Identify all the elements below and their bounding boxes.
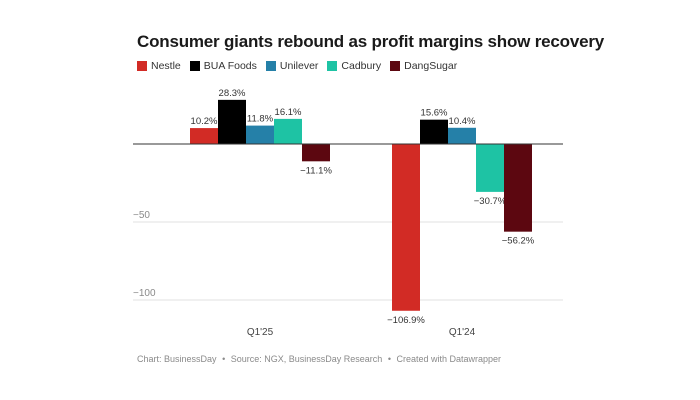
legend-item-nestle: Nestle <box>137 60 181 72</box>
y-tick-label: −50 <box>133 210 150 221</box>
legend-label: Nestle <box>151 60 181 72</box>
legend-label: Unilever <box>279 60 319 72</box>
legend-item-dangsugar: DangSugar <box>390 60 457 72</box>
data-label: −30.7% <box>474 196 507 207</box>
legend-swatch <box>137 61 147 71</box>
y-tick-label: −100 <box>133 288 156 299</box>
data-label: −106.9% <box>387 315 425 326</box>
data-label: 16.1% <box>275 107 302 118</box>
legend-item-bua-foods: BUA Foods <box>189 60 257 72</box>
bar-cadbury <box>274 118 302 144</box>
legend-label: Cadbury <box>341 60 382 72</box>
footer-source: Chart: BusinessDay <box>137 354 217 364</box>
bar-unilever <box>448 127 476 144</box>
data-label: −56.2% <box>502 236 535 247</box>
legend-swatch <box>189 61 200 71</box>
legend-swatch <box>327 61 338 71</box>
chart-footer: Chart: BusinessDay • Source: NGX, Busine… <box>137 354 501 364</box>
bar-cadbury <box>476 144 504 192</box>
x-category-label: Q1'25 <box>247 327 274 338</box>
bar-unilever <box>246 125 274 144</box>
data-label: 15.6% <box>421 108 448 119</box>
bar-dangsugar <box>504 144 532 232</box>
legend-label: DangSugar <box>404 60 458 72</box>
chart-title: Consumer giants rebound as profit margin… <box>137 32 604 51</box>
data-label: −11.1% <box>300 165 332 176</box>
legend-swatch <box>390 61 401 71</box>
footer-bullet: • <box>387 354 391 364</box>
data-label: 10.2% <box>191 116 218 127</box>
legend-item-unilever: Unilever <box>265 60 319 72</box>
footer-tool: Created with Datawrapper <box>396 354 502 364</box>
footer-bullet: • <box>222 354 226 364</box>
chart-legend: Nestle BUA Foods Unilever Cadbury DangSu… <box>137 60 457 72</box>
data-label: 10.4% <box>449 116 476 127</box>
data-label: 11.8% <box>247 114 274 125</box>
bar-nestle <box>392 144 420 311</box>
bar-dangsugar <box>302 144 330 162</box>
bar-bua-foods <box>218 99 246 144</box>
legend-swatch <box>265 61 276 71</box>
legend-item-cadbury: Cadbury <box>327 60 381 72</box>
footer-credit: Source: NGX, BusinessDay Research <box>230 354 383 364</box>
bar-bua-foods <box>420 119 448 144</box>
bar-nestle <box>190 128 218 144</box>
legend-label: BUA Foods <box>203 60 257 72</box>
data-label: 28.3% <box>219 88 246 99</box>
x-category-label: Q1'24 <box>449 327 476 338</box>
